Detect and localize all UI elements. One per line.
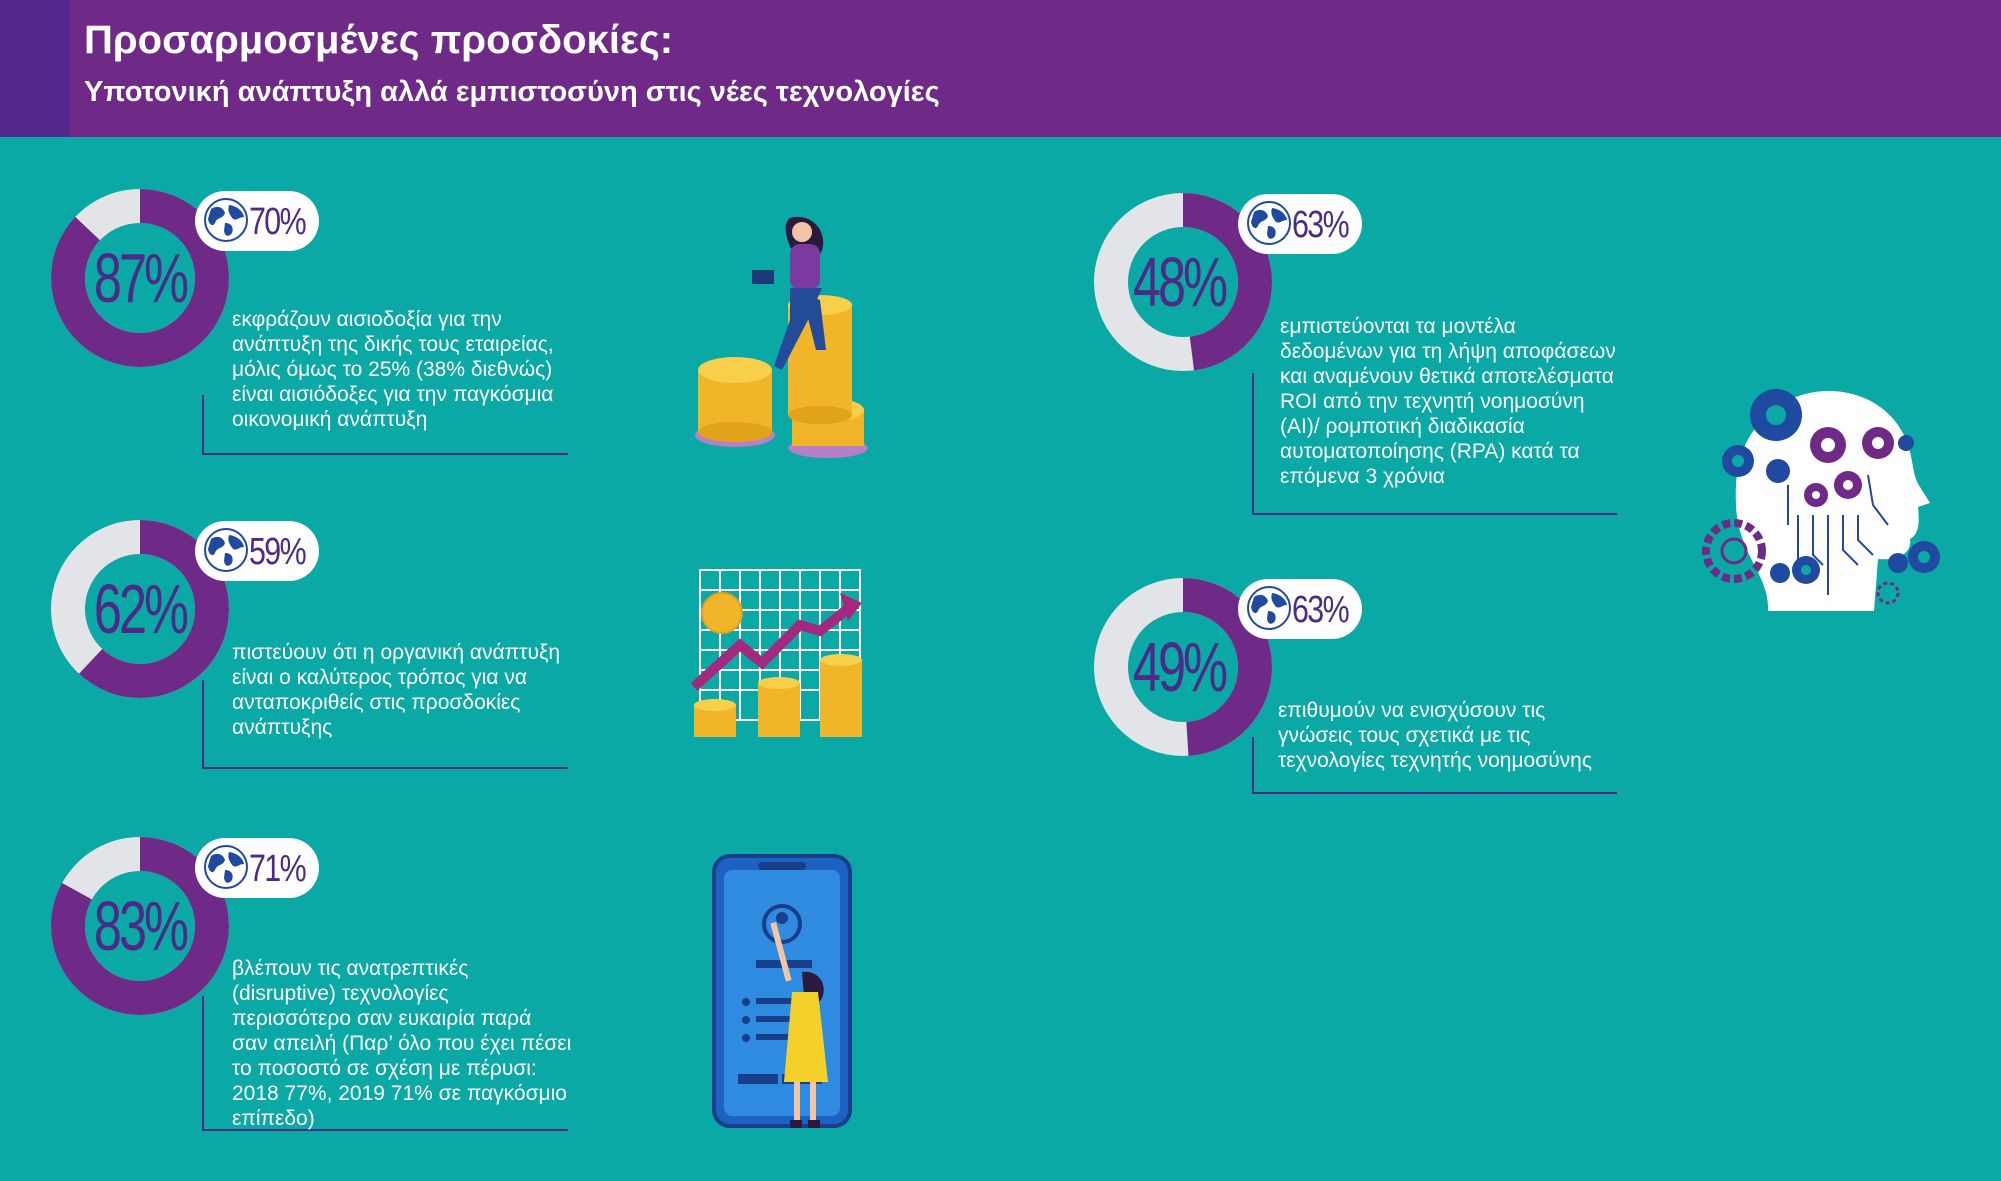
phone-woman-illustration — [712, 854, 852, 1128]
stat-description: εκφράζουν αισιοδοξία για την ανάπτυξη τη… — [232, 308, 554, 431]
globe-icon — [204, 198, 248, 242]
global-value: 63% — [1292, 589, 1350, 631]
coin-stack — [695, 357, 775, 447]
description-bracket — [202, 680, 568, 769]
donut-value: 49% — [1132, 628, 1228, 706]
global-value: 63% — [1292, 204, 1350, 246]
donut-fill-arc — [51, 189, 229, 367]
growth-chart-illustration — [690, 569, 862, 737]
header-banner: Προσαρμοσμένες προσδοκίες: Υποτονική ανά… — [0, 0, 2001, 137]
donut-chart — [1094, 578, 1272, 756]
description-bracket — [202, 996, 568, 1131]
description-bracket — [1252, 373, 1617, 515]
donut-chart — [51, 520, 229, 698]
global-value: 59% — [249, 531, 307, 573]
global-badge: 63% — [1238, 579, 1362, 639]
stat-description: επιθυμούν να ενισχύσουν τις γνώσεις τους… — [1278, 699, 1592, 772]
donut-chart — [1094, 193, 1272, 371]
donut-value: 48% — [1132, 243, 1228, 321]
description-bracket — [1252, 737, 1617, 794]
global-badge: 59% — [195, 521, 319, 581]
page-title: Προσαρμοσμένες προσδοκίες: — [84, 18, 674, 62]
globe-icon — [204, 845, 248, 889]
stat-description: βλέπουν τις ανατρεπτικές (disruptive) τε… — [232, 957, 572, 1130]
donut-fill-arc — [1094, 578, 1272, 756]
stat-description: εμπιστεύονται τα μοντέλα δεδομένων για τ… — [1280, 315, 1616, 488]
donut-fill-arc — [51, 520, 229, 698]
donut-value: 87% — [93, 239, 189, 317]
globe-icon — [1247, 586, 1291, 630]
global-badge: 70% — [195, 191, 319, 251]
donut-value: 83% — [93, 887, 189, 965]
coins-woman-illustration — [695, 216, 868, 458]
donut-fill-arc — [51, 837, 229, 1015]
global-badge: 63% — [1238, 194, 1362, 254]
woman-figure — [752, 216, 826, 370]
global-value: 71% — [249, 848, 307, 890]
donut-chart — [51, 189, 229, 367]
globe-icon — [204, 528, 248, 572]
donut-fill-arc — [1094, 193, 1272, 371]
description-bracket — [202, 395, 568, 455]
ai-head-gears-illustration — [1702, 389, 1940, 611]
global-value: 70% — [249, 201, 307, 243]
donut-chart — [51, 837, 229, 1015]
stat-description: πιστεύουν ότι η οργανική ανάπτυξη είναι … — [232, 641, 561, 739]
header-accent-strip — [0, 0, 70, 137]
page-subtitle: Υποτονική ανάπτυξη αλλά εμπιστοσύνη στις… — [84, 76, 940, 108]
global-badge: 71% — [195, 838, 319, 898]
globe-icon — [1247, 201, 1291, 245]
donut-value: 62% — [93, 570, 189, 648]
